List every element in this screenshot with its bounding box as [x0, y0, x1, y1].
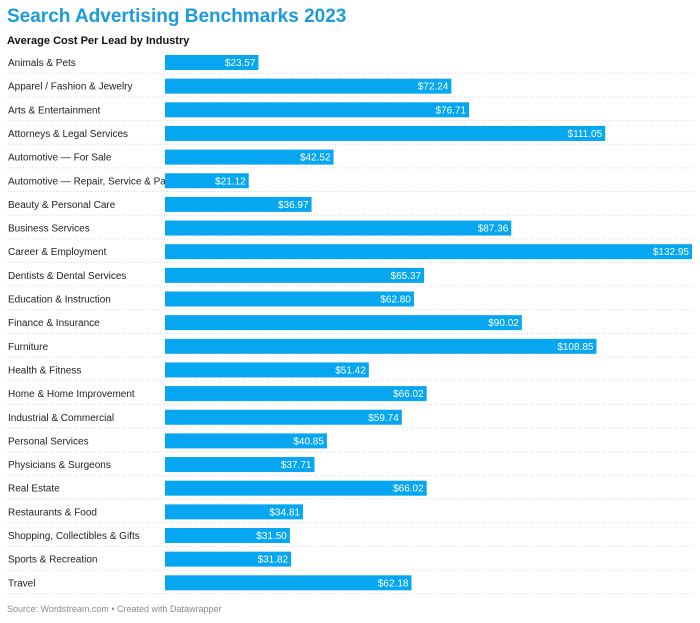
- bar: [165, 575, 412, 591]
- value-label: $90.02: [488, 318, 519, 329]
- category-label: Arts & Entertainment: [8, 105, 100, 116]
- category-label: Beauty & Personal Care: [8, 200, 116, 211]
- value-label: $87.36: [478, 224, 509, 235]
- chart-row: Sports & Recreation $31.82: [5, 551, 695, 571]
- bar: [165, 173, 249, 189]
- value-label: $65.37: [391, 271, 422, 282]
- value-label: $59.74: [368, 413, 399, 424]
- bar: [165, 409, 402, 425]
- chart-row: Restaurants & Food $34.81: [5, 504, 695, 524]
- chart-row: Automotive — Repair, Service & Parts $21.…: [5, 173, 695, 193]
- value-label: $31.50: [256, 531, 287, 542]
- bar: [165, 267, 425, 283]
- bar: [165, 362, 369, 378]
- category-label: Industrial & Commercial: [8, 413, 114, 424]
- category-label: Attorneys & Legal Services: [8, 129, 128, 140]
- category-label: Animals & Pets: [8, 58, 76, 69]
- category-label: Automotive — Repair, Service & Parts: [8, 176, 177, 187]
- bar: [165, 315, 522, 331]
- category-label: Shopping, Collectibles & Gifts: [8, 531, 140, 542]
- value-label: $111.05: [568, 129, 603, 140]
- bar: [165, 78, 452, 94]
- chart-subtitle: Average Cost Per Lead by Industry: [7, 35, 190, 47]
- value-label: $36.97: [278, 200, 309, 211]
- bar: [165, 244, 692, 260]
- value-label: $42.52: [300, 153, 331, 164]
- chart-row: Dentists & Dental Services $65.37: [5, 267, 695, 287]
- bar: [165, 551, 292, 567]
- category-label: Finance & Insurance: [8, 318, 100, 329]
- bar: [165, 149, 334, 165]
- value-label: $21.12: [215, 176, 246, 187]
- bar: [165, 220, 512, 236]
- category-label: Automotive — For Sale: [8, 153, 112, 164]
- category-label: Sports & Recreation: [8, 555, 98, 566]
- value-label: $62.18: [378, 578, 409, 589]
- category-label: Personal Services: [8, 436, 89, 447]
- value-label: $132.95: [653, 247, 690, 258]
- category-label: Apparel / Fashion & Jewelry: [8, 82, 133, 93]
- category-label: Restaurants & Food: [8, 507, 97, 518]
- category-label: Home & Home Improvement: [8, 389, 135, 400]
- value-label: $66.02: [393, 389, 424, 400]
- chart-row: Apparel / Fashion & Jewelry $72.24: [5, 78, 695, 98]
- chart-row: Education & Instruction $62.80: [5, 291, 695, 311]
- chart-row: Furniture $108.85: [5, 338, 695, 358]
- bar: [165, 480, 427, 496]
- chart-row: Shopping, Collectibles & Gifts $31.50: [5, 528, 695, 547]
- category-label: Career & Employment: [8, 247, 107, 258]
- chart-row: Career & Employment $132.95: [5, 244, 695, 263]
- bar: [165, 338, 597, 354]
- value-label: $31.82: [258, 555, 289, 566]
- value-label: $51.42: [335, 365, 366, 376]
- bar: [165, 196, 312, 212]
- category-label: Physicians & Surgeons: [8, 460, 111, 471]
- bar: [165, 528, 290, 543]
- chart-row: Finance & Insurance $90.02: [5, 315, 695, 334]
- value-label: $23.57: [225, 58, 256, 69]
- value-label: $66.02: [393, 484, 424, 495]
- chart-row: Real Estate $66.02: [5, 480, 695, 500]
- category-label: Dentists & Dental Services: [8, 271, 126, 282]
- bar: [165, 386, 427, 402]
- bar: [165, 504, 303, 520]
- value-label: $37.71: [281, 460, 312, 471]
- value-label: $72.24: [418, 82, 449, 93]
- bar: [165, 102, 470, 118]
- chart-title: Search Advertising Benchmarks 2023: [7, 6, 347, 27]
- source-note: Source: Wordstream.com • Created with Da…: [7, 604, 222, 614]
- category-label: Travel: [8, 578, 35, 589]
- chart-row: Animals & Pets $23.57: [5, 55, 695, 74]
- chart-row: Travel $62.18: [5, 575, 695, 595]
- category-label: Furniture: [8, 342, 48, 353]
- chart-row: Physicians & Surgeons $37.71: [5, 457, 695, 476]
- bar-chart: Animals & Pets $23.57 Apparel / Fashion & …: [5, 55, 695, 595]
- category-label: Real Estate: [8, 484, 60, 495]
- category-label: Business Services: [8, 224, 90, 235]
- value-label: $76.71: [435, 105, 466, 116]
- category-label: Health & Fitness: [8, 365, 81, 376]
- category-label: Education & Instruction: [8, 295, 111, 306]
- chart-row: Industrial & Commercial $59.74: [5, 409, 695, 429]
- chart-row: Personal Services $40.85: [5, 433, 695, 453]
- chart-row: Automotive — For Sale $42.52: [5, 149, 695, 169]
- chart-row: Attorneys & Legal Services $111.05: [5, 125, 695, 145]
- value-label: $40.85: [293, 436, 324, 447]
- chart-row: Home & Home Improvement $66.02: [5, 386, 695, 405]
- value-label: $34.81: [269, 507, 300, 518]
- bar: [165, 55, 259, 70]
- chart-row: Beauty & Personal Care $36.97: [5, 196, 695, 216]
- bar: [165, 433, 327, 449]
- bar: [165, 291, 414, 307]
- chart-row: Arts & Entertainment $76.71: [5, 102, 695, 122]
- chart-row: Business Services $87.36: [5, 220, 695, 240]
- value-label: $62.80: [380, 295, 411, 306]
- chart-row: Health & Fitness $51.42: [5, 362, 695, 382]
- bar: [165, 457, 315, 473]
- value-label: $108.85: [557, 342, 594, 353]
- bar: [165, 125, 606, 141]
